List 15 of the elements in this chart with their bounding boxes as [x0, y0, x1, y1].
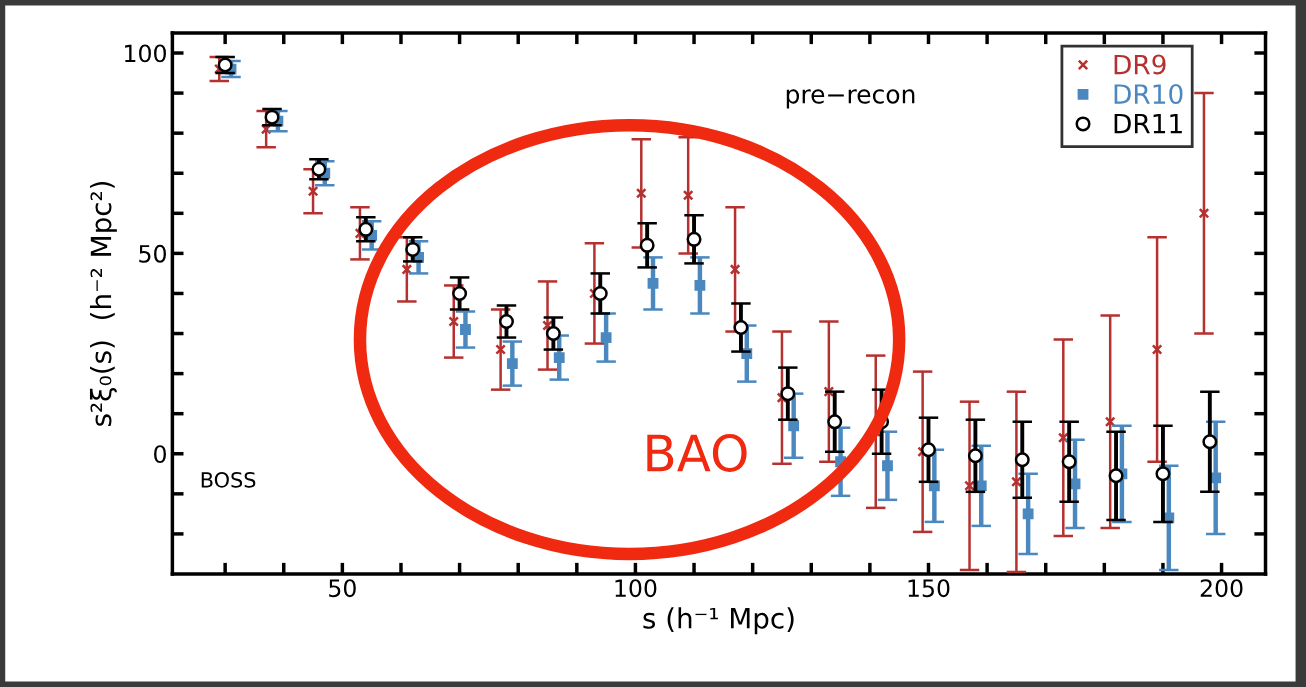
x-axis-title: s (h⁻¹ Mpc) [643, 607, 794, 635]
x-tick-label: 50 [329, 579, 356, 598]
y-tick-label: 100 [125, 44, 166, 63]
annotation: BAO [647, 434, 747, 472]
y-tick-label: 50 [139, 244, 166, 263]
y-tick-label: 0 [154, 445, 166, 464]
annotation: BOSS [201, 471, 256, 488]
legend-label: DR11 [1114, 113, 1182, 134]
legend-label: DR10 [1114, 84, 1183, 105]
y-axis-title: s²ξ₀(s) (h⁻² Mpc²) [89, 181, 117, 426]
x-tick-label: 200 [1200, 579, 1243, 598]
x-tick-label: 150 [908, 579, 950, 598]
annotation: pre−recon [786, 89, 915, 109]
x-tick-label: 100 [615, 579, 657, 598]
legend-label: DR9 [1114, 54, 1166, 75]
